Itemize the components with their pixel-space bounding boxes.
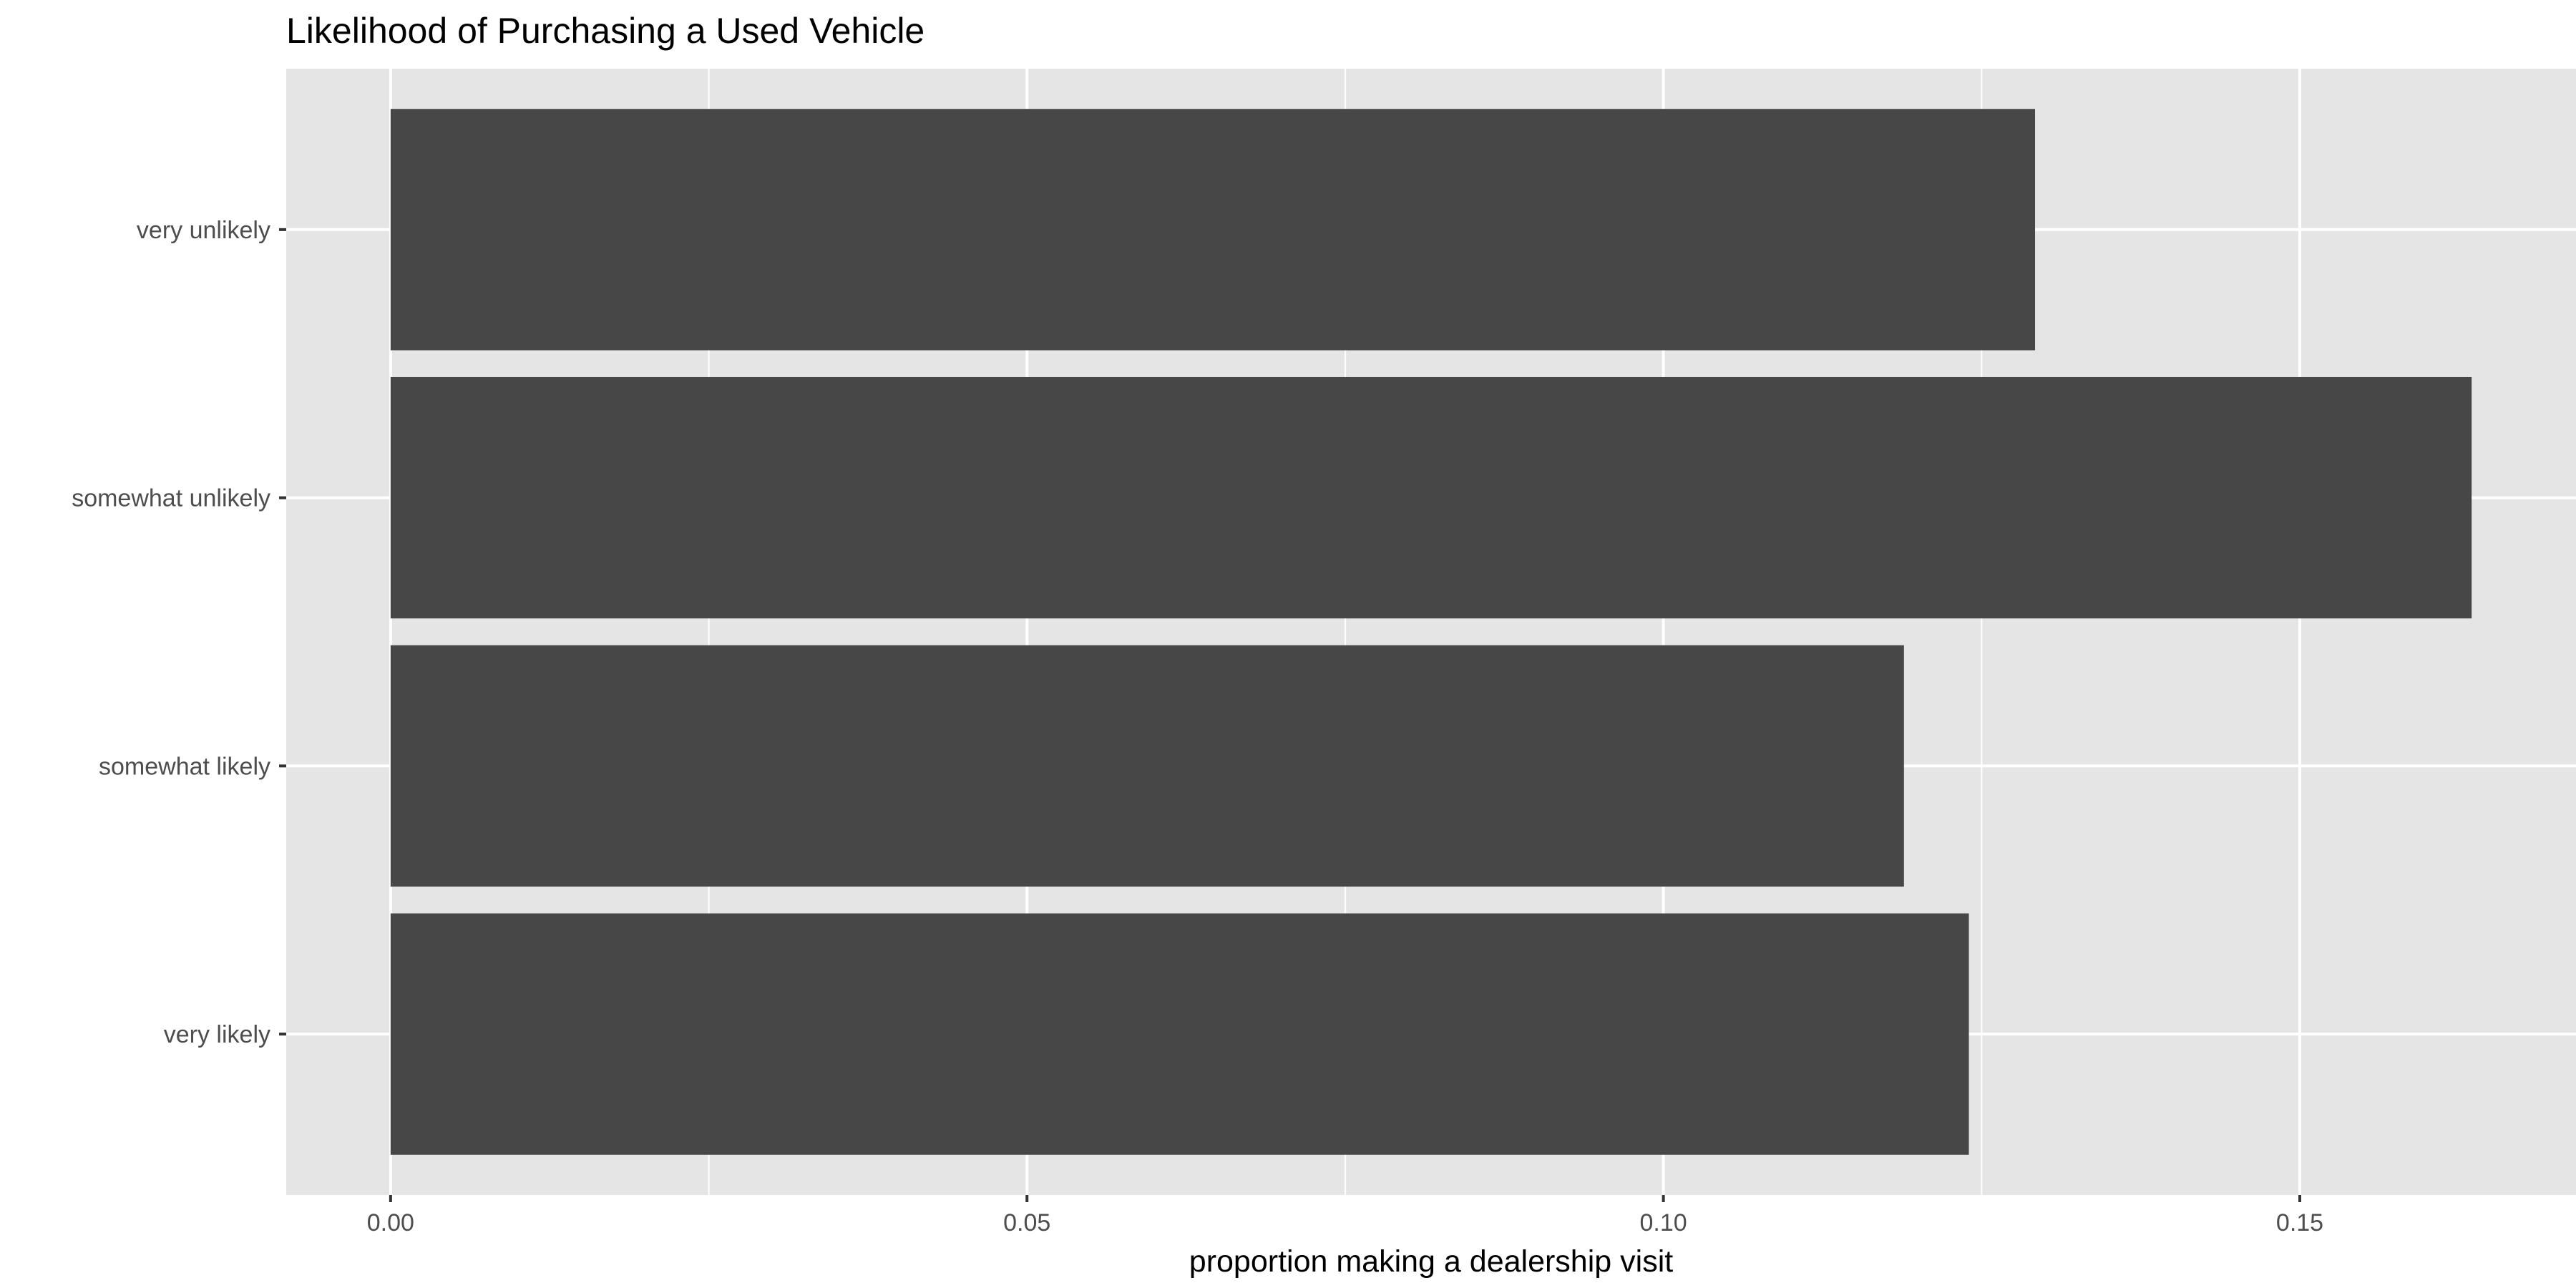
- x-tick-label: 0.10: [1640, 1209, 1687, 1236]
- bars: [390, 109, 2472, 1155]
- y-tick-label: somewhat unlikely: [72, 485, 270, 512]
- y-axis: very unlikely somewhat unlikely somewhat l…: [72, 217, 286, 1048]
- y-tick-label: very likely: [164, 1021, 270, 1048]
- x-tick-label: 0.00: [367, 1209, 414, 1236]
- y-tick-label: somewhat likely: [99, 753, 270, 780]
- chart-title: Likelihood of Purchasing a Used Vehicle: [286, 11, 924, 51]
- bar: [390, 913, 1969, 1155]
- y-tick-label: very unlikely: [137, 217, 270, 244]
- bar: [390, 645, 1904, 887]
- x-axis: 0.00 0.05 0.10 0.15: [367, 1195, 2323, 1236]
- x-axis-title: proportion making a dealership visit: [1189, 1244, 1673, 1279]
- bar: [390, 109, 2036, 351]
- x-tick-label: 0.05: [1003, 1209, 1050, 1236]
- x-tick-label: 0.15: [2276, 1209, 2323, 1236]
- bar: [390, 376, 2472, 619]
